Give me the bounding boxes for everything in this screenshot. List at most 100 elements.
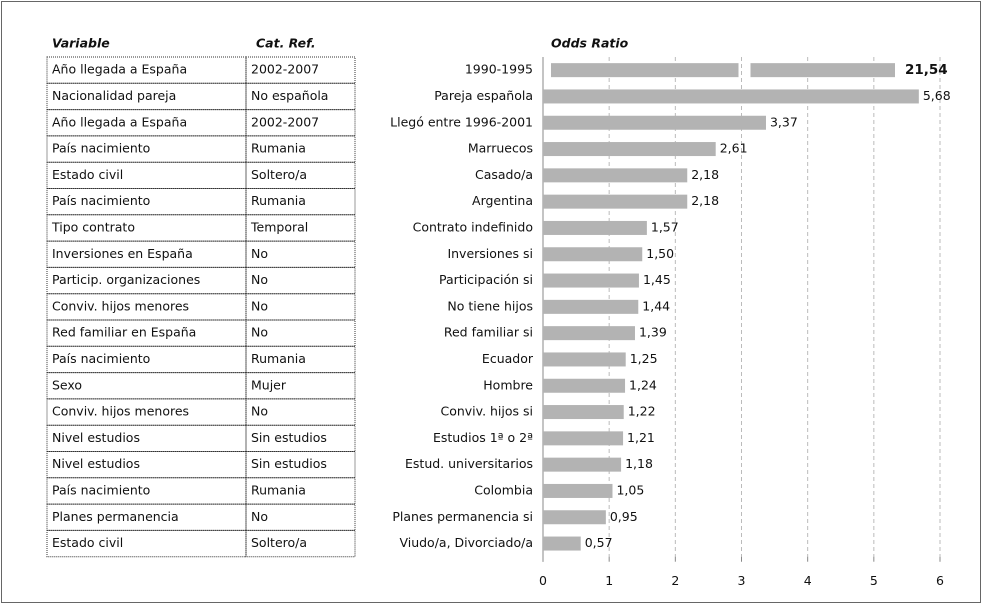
table-cell [245, 82, 356, 111]
bar [543, 220, 647, 235]
table-cell [46, 56, 247, 84]
table-text: 2002-2007 [251, 62, 319, 77]
value-label: 1,24 [629, 377, 657, 392]
table-cell [46, 529, 247, 558]
table-cell [245, 293, 356, 321]
value-label: 1,44 [642, 298, 670, 313]
bar [543, 378, 626, 393]
x-tick-label: 6 [936, 573, 944, 588]
table-text: País nacimiento [52, 482, 150, 497]
category-label: Argentina [472, 193, 533, 208]
table-cell [46, 109, 247, 137]
category-label: Pareja española [434, 88, 533, 103]
x-tick-label: 4 [804, 573, 812, 588]
table-text: Nivel estudios [52, 430, 140, 445]
value-label: 21,54 [905, 62, 948, 78]
table-text: Conviv. hijos menores [52, 404, 189, 419]
table-text: 2002-2007 [251, 114, 319, 129]
table-cell [46, 477, 247, 505]
bar-part [551, 63, 739, 78]
table-cell [46, 293, 247, 321]
table-cell [245, 109, 356, 137]
chart-title: Odds Ratio [551, 36, 629, 51]
category-label: Ecuador [482, 351, 534, 366]
bar [543, 536, 581, 551]
category-label: Viudo/a, Divorciado/a [399, 535, 533, 550]
table-text: Año llegada a España [52, 62, 187, 77]
table-text: Rumania [251, 141, 306, 156]
bar [543, 457, 622, 472]
table-cell [46, 451, 247, 479]
table-text: Sin estudios [251, 430, 327, 445]
table-cell [46, 398, 247, 426]
table-cell [245, 503, 356, 531]
table-text: Soltero/a [251, 167, 307, 182]
value-label: 1,05 [616, 482, 644, 497]
table-text: No española [251, 88, 328, 103]
table-cell [245, 161, 356, 189]
bar [543, 326, 635, 341]
table-text: Temporal [250, 219, 308, 234]
value-label: 5,68 [923, 88, 951, 103]
table-cell [46, 424, 247, 453]
table-header: Cat. Ref. [256, 36, 316, 51]
value-label: 2,18 [691, 193, 719, 208]
category-label: Estud. universitarios [405, 456, 533, 471]
table-cell [46, 240, 247, 268]
table-text: Rumania [251, 351, 306, 366]
bar [543, 247, 643, 262]
table-text: Inversiones en España [52, 246, 193, 261]
table-text: Soltero/a [251, 535, 307, 550]
category-label: Marruecos [468, 141, 533, 156]
table-cell [46, 214, 247, 242]
table-cell [245, 477, 356, 505]
table-text: Nivel estudios [52, 456, 140, 471]
table-text: No [251, 509, 268, 524]
table-text: País nacimiento [52, 351, 150, 366]
value-label: 2,18 [691, 167, 719, 182]
bar [543, 352, 626, 367]
bar [543, 142, 716, 157]
x-tick-label: 3 [738, 573, 746, 588]
table-cell [245, 56, 356, 84]
table-cell [245, 451, 356, 479]
table-text: No [251, 246, 268, 261]
table-cell [245, 372, 356, 400]
value-label: 1,21 [627, 430, 655, 445]
x-tick-label: 1 [605, 573, 613, 588]
table-cell [245, 188, 356, 216]
table-text: Sin estudios [251, 456, 327, 471]
value-label: 1,57 [651, 219, 679, 234]
x-tick-label: 0 [539, 573, 547, 588]
table-cell [46, 503, 247, 531]
table-text: Planes permanencia [52, 509, 179, 524]
category-label: Inversiones si [447, 246, 533, 261]
category-label: Contrato indefinido [413, 219, 533, 234]
bar [543, 405, 624, 420]
table-cell [245, 398, 356, 426]
category-label: Colombia [474, 482, 533, 497]
table-cell [245, 266, 356, 295]
table-text: Estado civil [52, 167, 123, 182]
bar [543, 431, 624, 446]
bar [543, 510, 606, 525]
table-cell [46, 135, 247, 163]
bar [543, 483, 613, 498]
category-label: Hombre [483, 377, 533, 392]
table-text: Particip. organizaciones [52, 272, 200, 287]
table-text: Mujer [251, 377, 287, 392]
value-label: 0,57 [585, 535, 613, 550]
table-text: No [251, 272, 268, 287]
bar-part [750, 63, 895, 78]
table-cell [245, 424, 356, 453]
table-cell [46, 266, 247, 295]
table-cell [46, 161, 247, 189]
value-label: 1,39 [639, 325, 667, 340]
value-label: 3,37 [770, 114, 798, 129]
broken-bar [551, 63, 895, 78]
table-cell [46, 319, 247, 347]
table-text: Red familiar en España [52, 325, 196, 340]
bar [543, 273, 639, 288]
